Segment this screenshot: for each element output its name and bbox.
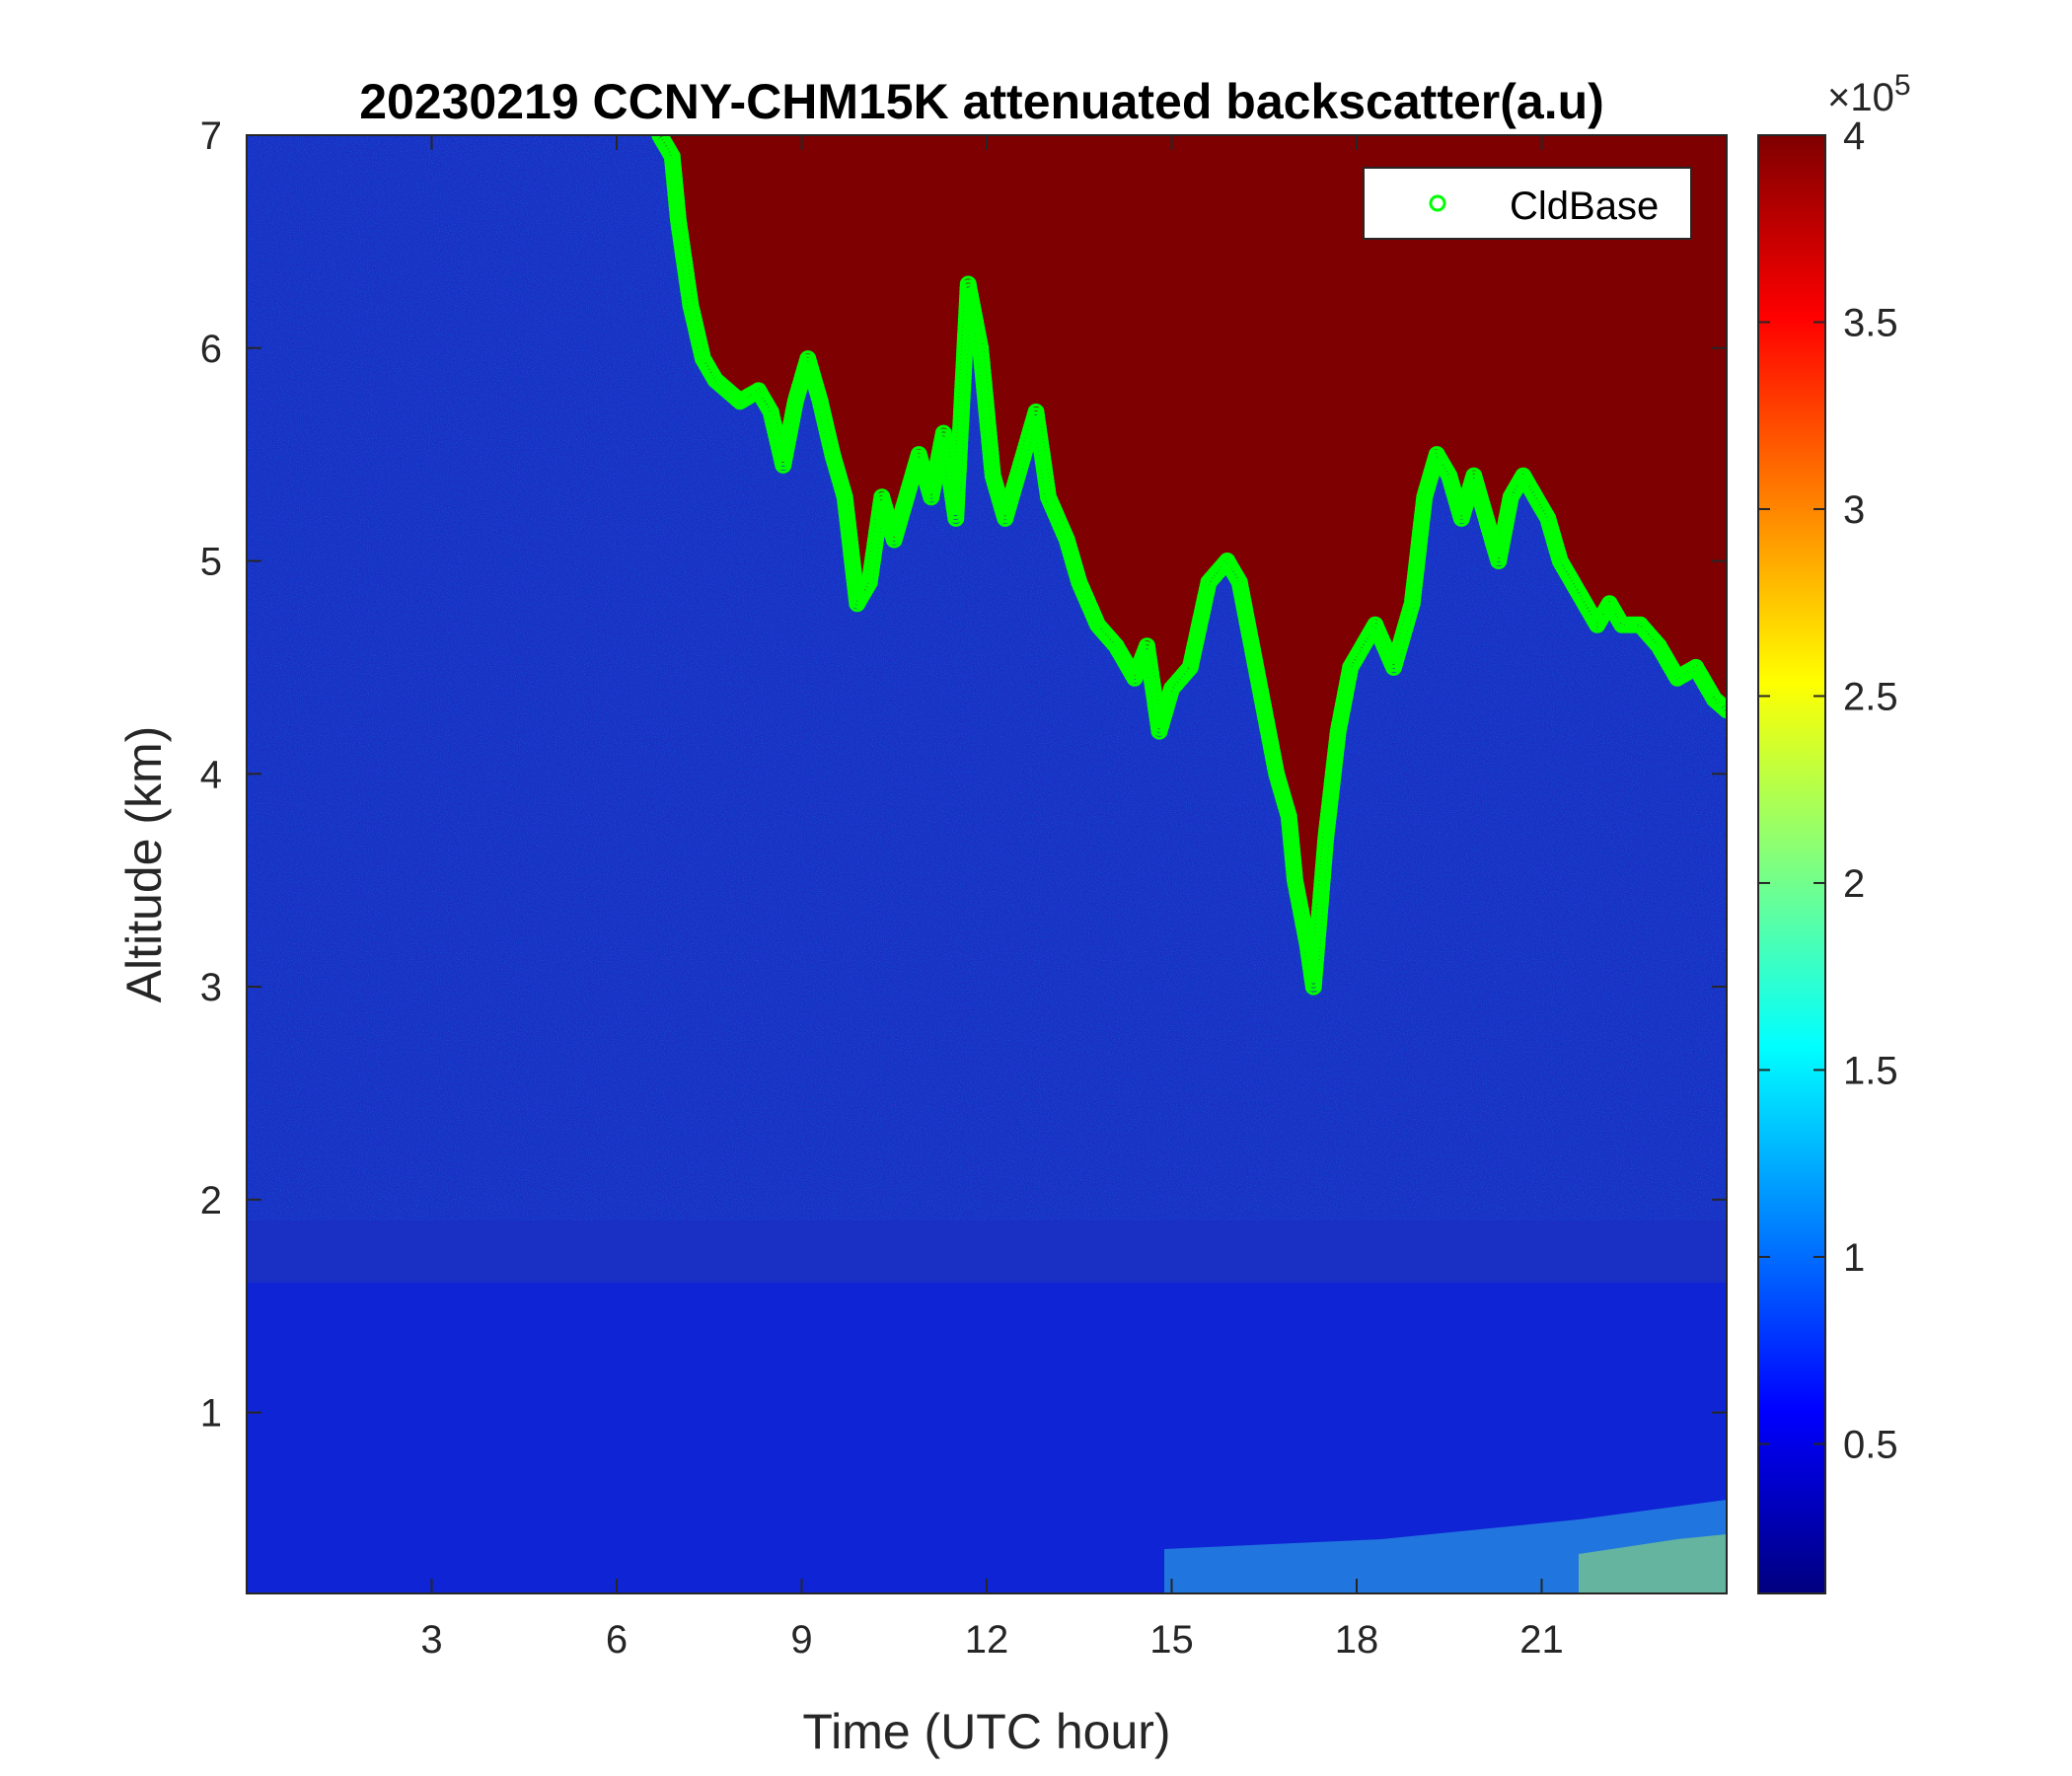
x-tick-label: 15 [1149,1618,1194,1662]
y-tick-label: 6 [200,328,222,371]
colorbar-exponent: ×105 [1827,69,1911,119]
cldbase-point [1718,702,1727,719]
colorbar-gradient [1757,134,1826,1594]
legend-marker-icon [1429,194,1446,212]
cldbase-point [1716,699,1727,716]
legend-label: CldBase [1510,185,1659,228]
colorbar-tick-label: 0.5 [1843,1423,1898,1466]
y-tick-label: 1 [200,1392,222,1436]
cldbase-series [651,135,1727,996]
surface-aerosol-bright [1579,1534,1727,1593]
y-axis-label: Altitude (km) [116,726,172,1003]
x-axis-label: Time (UTC hour) [802,1704,1170,1759]
colorbar-tick-label: 3.5 [1843,301,1898,344]
y-tick-label: 4 [200,753,222,796]
colorbar-ticks: 0.5 1 1.5 2 2.5 3 3.5 4 [1758,114,1898,1466]
colorbar-tick-label: 4 [1843,114,1865,158]
y-tick-label: 7 [200,114,222,158]
x-tick-label: 18 [1335,1618,1379,1662]
plot-area [247,135,1727,1593]
colorbar-tick-label: 1.5 [1843,1049,1898,1092]
x-tick-label: 9 [790,1618,812,1662]
legend-box [1363,167,1692,240]
colorbar-tick-label: 2 [1843,862,1865,906]
x-tick-label: 6 [606,1618,628,1662]
colorbar-exponent-base: ×10 [1827,76,1894,119]
x-tick-label: 3 [420,1618,442,1662]
x-tick-label: 21 [1519,1618,1564,1662]
y-tick-label: 3 [200,966,222,1009]
colorbar-tick-label: 1 [1843,1236,1865,1280]
x-axis: 3 6 9 12 15 18 21 [420,135,1564,1662]
legend: CldBase [1363,167,1692,240]
colorbar-tick-label: 2.5 [1843,675,1898,718]
x-tick-label: 12 [965,1618,1009,1662]
cloud-region [659,135,1727,988]
y-axis: 1 2 3 4 5 6 7 [200,114,1727,1436]
y-tick-label: 2 [200,1179,222,1222]
colorbar-tick-label: 3 [1843,488,1865,532]
colorbar-exponent-power: 5 [1894,69,1911,102]
y-tick-label: 5 [200,541,222,584]
colorbar: 0.5 1 1.5 2 2.5 3 3.5 4 ×105 [1757,69,1911,1594]
chart-title: 20230219 CCNY-CHM15K attenuated backscat… [359,74,1604,129]
